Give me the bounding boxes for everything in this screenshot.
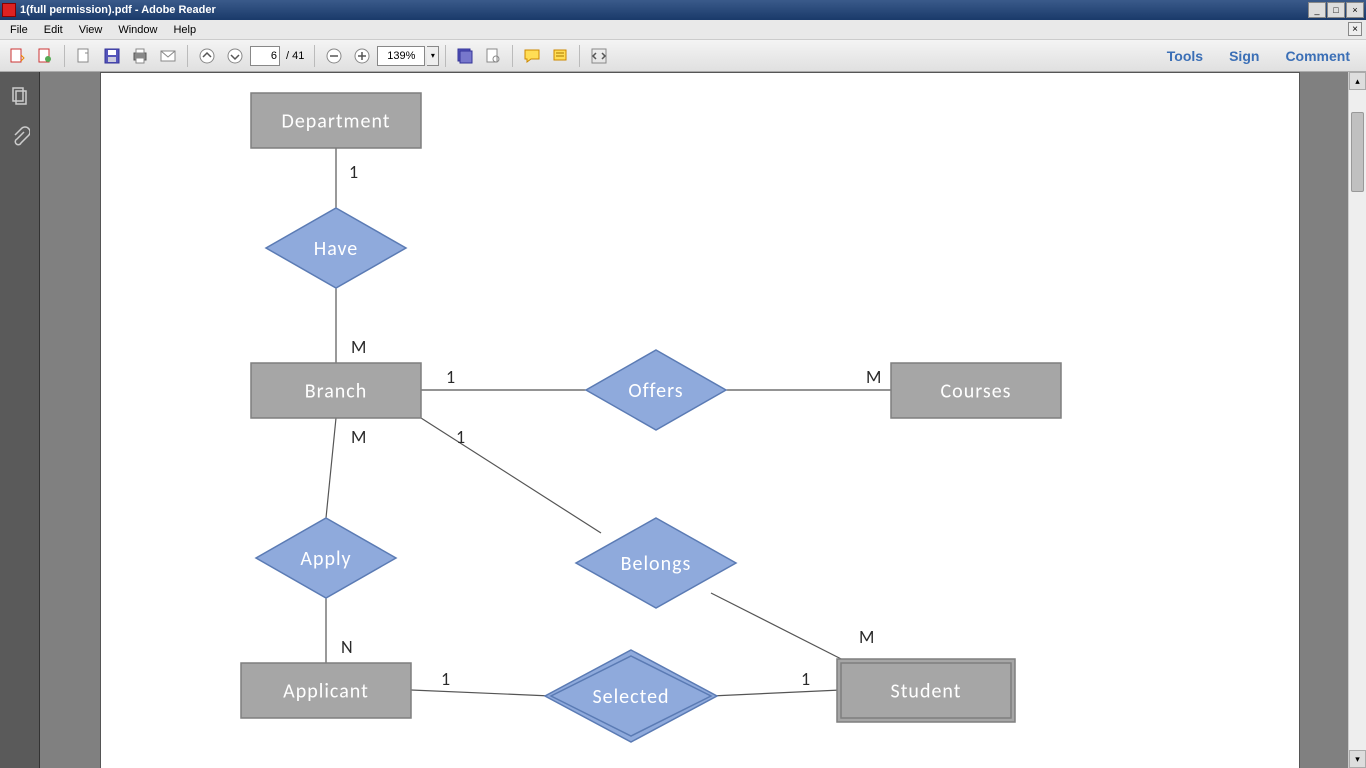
create-pdf-icon[interactable] [32,43,58,69]
svg-text:M: M [866,366,881,388]
content-area[interactable]: 1 M 1 M M N 1 M 1 1 Department Branch Courses Applica… [40,72,1348,768]
svg-text:1: 1 [349,161,358,183]
save-icon[interactable] [99,43,125,69]
menu-view[interactable]: View [71,22,111,38]
vertical-scrollbar[interactable]: ▴ ▾ [1348,72,1366,768]
separator [445,45,446,67]
left-rail [0,72,40,768]
zoom-input[interactable] [377,46,425,66]
svg-text:Student: Student [891,680,962,704]
comment-link[interactable]: Comment [1273,48,1362,64]
minimize-button[interactable]: _ [1308,2,1326,18]
separator [314,45,315,67]
svg-text:1: 1 [456,426,465,448]
page-number-input[interactable] [250,46,280,66]
scroll-up-arrow[interactable]: ▴ [1349,72,1366,90]
save-copy-icon[interactable] [452,43,478,69]
zoom-in-icon[interactable] [349,43,375,69]
svg-text:N: N [341,636,353,658]
close-button[interactable]: × [1346,2,1364,18]
page-down-icon[interactable] [222,43,248,69]
svg-text:Offers: Offers [628,379,683,403]
scroll-thumb[interactable] [1351,112,1364,192]
svg-text:M: M [859,626,874,648]
title-bar: 1(full permission).pdf - Adobe Reader _ … [0,0,1366,20]
svg-text:Courses: Courses [941,380,1012,404]
close-document-button[interactable]: × [1348,22,1362,36]
separator [187,45,188,67]
app-icon [2,3,16,17]
scroll-down-arrow[interactable]: ▾ [1349,750,1366,768]
menu-window[interactable]: Window [110,22,165,38]
separator [64,45,65,67]
zoom-dropdown[interactable]: ▾ [427,46,439,66]
svg-text:1: 1 [801,668,810,690]
highlight-icon[interactable] [547,43,573,69]
maximize-button[interactable]: □ [1327,2,1345,18]
svg-text:Department: Department [282,110,391,134]
svg-text:M: M [351,336,366,358]
svg-text:M: M [351,426,366,448]
menu-bar: File Edit View Window Help × [0,20,1366,40]
pdf-page: 1 M 1 M M N 1 M 1 1 Department Branch Courses Applica… [100,72,1300,768]
menu-file[interactable]: File [2,22,36,38]
menu-edit[interactable]: Edit [36,22,71,38]
page-total-label: / 41 [282,50,308,62]
sign-link[interactable]: Sign [1217,48,1271,64]
separator [579,45,580,67]
zoom-out-icon[interactable] [321,43,347,69]
page-up-icon[interactable] [194,43,220,69]
open-icon[interactable] [71,43,97,69]
svg-text:Have: Have [314,237,359,261]
print-icon[interactable] [127,43,153,69]
svg-text:Branch: Branch [305,380,368,404]
separator [512,45,513,67]
svg-text:Apply: Apply [300,547,351,571]
svg-text:1: 1 [446,366,455,388]
window-title: 1(full permission).pdf - Adobe Reader [20,4,1307,16]
read-mode-icon[interactable] [586,43,612,69]
svg-text:Selected: Selected [592,685,669,709]
svg-text:Belongs: Belongs [621,552,692,576]
tools-link[interactable]: Tools [1155,48,1215,64]
window-buttons: _ □ × [1307,2,1364,18]
export-pdf-icon[interactable] [4,43,30,69]
snapshot-icon[interactable] [480,43,506,69]
svg-text:Applicant: Applicant [283,680,369,704]
menu-help[interactable]: Help [165,22,204,38]
comment-icon[interactable] [519,43,545,69]
email-icon[interactable] [155,43,181,69]
attachments-icon[interactable] [6,122,34,150]
er-diagram: 1 M 1 M M N 1 M 1 1 Department Branch Courses Applica… [101,73,1301,768]
thumbnails-icon[interactable] [6,82,34,110]
toolbar: / 41 ▾ Tools Sign Comment [0,40,1366,72]
svg-text:1: 1 [441,668,450,690]
